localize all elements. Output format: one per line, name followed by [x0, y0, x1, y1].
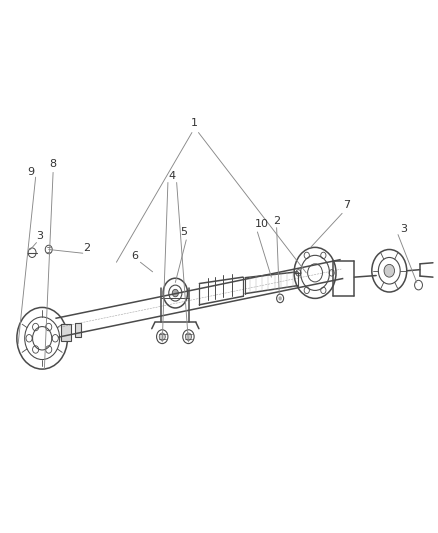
Text: 6: 6 — [132, 251, 139, 261]
Bar — [61, 325, 71, 342]
Text: 3: 3 — [400, 224, 407, 235]
Text: 2: 2 — [83, 243, 90, 253]
Text: 10: 10 — [255, 219, 269, 229]
Text: 4: 4 — [169, 171, 176, 181]
Bar — [75, 324, 81, 337]
Text: 2: 2 — [273, 216, 280, 227]
Text: 1: 1 — [191, 118, 198, 128]
Circle shape — [159, 333, 165, 341]
Circle shape — [172, 289, 178, 297]
Text: 9: 9 — [27, 167, 34, 177]
Text: 7: 7 — [343, 200, 350, 211]
Text: 3: 3 — [36, 231, 43, 241]
Text: 5: 5 — [180, 227, 187, 237]
Circle shape — [279, 296, 282, 301]
Circle shape — [185, 333, 191, 341]
Text: 8: 8 — [49, 159, 57, 169]
Circle shape — [384, 264, 395, 277]
